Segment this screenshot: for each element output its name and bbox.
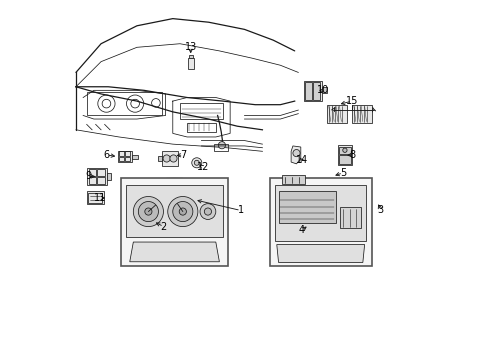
- Circle shape: [200, 204, 215, 220]
- Bar: [118, 151, 132, 162]
- Text: 4: 4: [298, 225, 305, 235]
- Circle shape: [169, 155, 177, 162]
- Bar: [107, 173, 111, 180]
- Bar: [187, 123, 215, 132]
- Bar: [125, 157, 130, 161]
- Bar: [162, 151, 178, 166]
- Bar: [180, 103, 223, 119]
- Bar: [351, 105, 371, 123]
- Circle shape: [167, 197, 198, 226]
- Bar: [126, 185, 223, 237]
- Circle shape: [194, 160, 199, 165]
- Polygon shape: [290, 146, 300, 164]
- Circle shape: [218, 141, 225, 149]
- Bar: [125, 151, 130, 156]
- Bar: [121, 178, 228, 266]
- Bar: [304, 82, 311, 100]
- Circle shape: [163, 155, 170, 162]
- Text: 1: 1: [237, 206, 244, 216]
- Bar: [187, 58, 193, 69]
- Circle shape: [342, 148, 346, 152]
- Text: 3: 3: [377, 206, 383, 216]
- Text: 12: 12: [197, 162, 209, 172]
- Bar: [97, 177, 105, 184]
- Text: 7: 7: [180, 150, 186, 160]
- Text: 5: 5: [339, 168, 346, 178]
- Text: 2: 2: [161, 222, 166, 231]
- Bar: [132, 154, 137, 159]
- Bar: [274, 185, 366, 241]
- Text: 9: 9: [85, 171, 91, 181]
- Circle shape: [179, 208, 186, 215]
- Circle shape: [133, 197, 163, 226]
- Bar: [86, 192, 104, 204]
- Polygon shape: [129, 242, 219, 262]
- Bar: [338, 155, 350, 163]
- Bar: [86, 92, 162, 116]
- Polygon shape: [276, 244, 364, 262]
- Text: 15: 15: [345, 96, 358, 106]
- Text: 13: 13: [184, 42, 197, 52]
- Bar: [88, 169, 96, 176]
- Circle shape: [292, 149, 300, 157]
- Bar: [88, 177, 96, 184]
- Circle shape: [144, 208, 152, 215]
- Bar: [158, 156, 162, 161]
- Text: 8: 8: [348, 150, 354, 160]
- Bar: [87, 168, 107, 185]
- Bar: [97, 169, 105, 176]
- Bar: [312, 82, 320, 100]
- Text: 14: 14: [295, 155, 307, 165]
- Bar: [278, 191, 335, 223]
- Bar: [119, 157, 124, 161]
- Circle shape: [138, 202, 158, 222]
- Bar: [338, 147, 350, 154]
- Text: 11: 11: [94, 193, 106, 203]
- Circle shape: [191, 158, 202, 168]
- Bar: [321, 87, 326, 93]
- Bar: [214, 144, 228, 150]
- Text: 10: 10: [317, 85, 329, 95]
- Circle shape: [172, 202, 192, 222]
- Bar: [326, 105, 346, 123]
- Text: 6: 6: [103, 150, 109, 160]
- Bar: [337, 145, 351, 165]
- Bar: [339, 207, 360, 228]
- Bar: [88, 193, 102, 203]
- Bar: [119, 151, 124, 156]
- Bar: [269, 178, 371, 266]
- Bar: [303, 81, 321, 101]
- Circle shape: [204, 208, 211, 215]
- Bar: [188, 55, 192, 58]
- Bar: [282, 175, 305, 184]
